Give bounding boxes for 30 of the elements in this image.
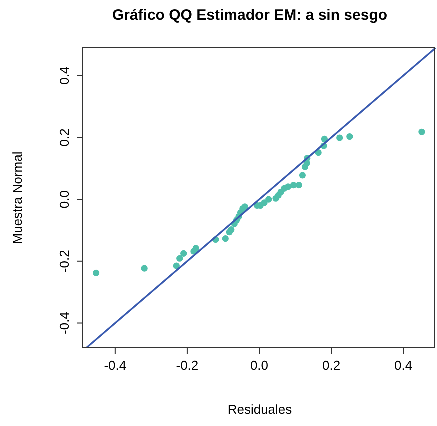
point <box>228 226 235 234</box>
point <box>346 133 354 140</box>
point <box>222 236 229 242</box>
point <box>418 128 426 136</box>
x-tick-label: 0.2 <box>322 358 341 373</box>
point <box>192 245 200 252</box>
x-tick-label: 0.0 <box>250 358 269 373</box>
point <box>180 250 188 257</box>
y-tick-label: 0.2 <box>57 128 72 147</box>
point <box>321 136 328 143</box>
x-tick-label: -0.4 <box>104 358 127 373</box>
point <box>336 134 344 142</box>
x-tick-label: 0.4 <box>394 358 413 373</box>
chart-title: Gráfico QQ Estimador EM: a sin sesgo <box>112 7 388 24</box>
y-tick-label: 0.4 <box>57 66 72 85</box>
point <box>290 182 298 189</box>
point <box>93 270 100 276</box>
y-tick-label: 0.0 <box>57 190 72 209</box>
point <box>176 255 184 262</box>
point <box>285 184 292 190</box>
y-tick-label: -0.2 <box>57 250 72 273</box>
x-tick-label: -0.2 <box>176 358 199 373</box>
point <box>299 172 306 179</box>
point <box>266 196 272 203</box>
y-tick-label: -0.4 <box>57 312 72 334</box>
point <box>173 262 180 270</box>
point <box>141 265 148 272</box>
y-axis-title: Muestra Normal <box>10 152 25 244</box>
point <box>296 182 302 189</box>
x-axis-title: Residuales <box>228 402 293 417</box>
